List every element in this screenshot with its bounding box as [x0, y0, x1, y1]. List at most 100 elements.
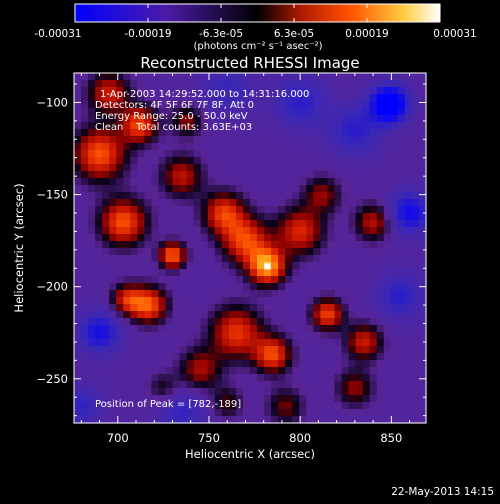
heatmap-cell	[397, 115, 406, 123]
heatmap-cell	[397, 255, 406, 263]
heatmap-cell	[242, 115, 251, 123]
heatmap-cell	[320, 353, 329, 361]
heatmap-cell	[250, 143, 258, 151]
heatmap-cell	[250, 381, 258, 389]
heatmap-cell	[116, 101, 124, 109]
heatmap-cell	[348, 143, 357, 151]
heatmap-cell	[144, 87, 153, 95]
heatmap-cell	[397, 367, 406, 375]
heatmap-cell	[418, 94, 427, 102]
heatmap-cell	[397, 220, 406, 228]
heatmap-cell	[327, 311, 336, 319]
heatmap-cell	[397, 227, 406, 235]
heatmap-cell	[334, 87, 343, 95]
heatmap-cell	[200, 248, 209, 256]
heatmap-cell	[144, 269, 153, 277]
heatmap-cell	[299, 199, 307, 207]
heatmap-cell	[116, 374, 124, 382]
peak-marker	[264, 263, 271, 270]
heatmap-cell	[376, 136, 385, 144]
heatmap-cell	[271, 213, 279, 221]
heatmap-cell	[299, 122, 307, 130]
heatmap-cell	[235, 290, 244, 298]
heatmap-cell	[116, 269, 124, 277]
heatmap-cell	[355, 304, 364, 312]
heatmap-cell	[207, 276, 216, 284]
heatmap-cell	[404, 409, 413, 417]
heatmap-cell	[411, 115, 420, 123]
heatmap-cell	[397, 87, 406, 95]
heatmap-cell	[285, 87, 293, 95]
heatmap-cell	[411, 80, 420, 88]
heatmap-cell	[144, 283, 153, 291]
heatmap-cell	[334, 213, 343, 221]
heatmap-cell	[404, 199, 413, 207]
heatmap-cell	[123, 136, 131, 144]
heatmap-cell	[257, 304, 265, 312]
heatmap-cell	[214, 339, 223, 347]
heatmap-cell	[341, 206, 350, 214]
heatmap-cell	[404, 311, 413, 319]
heatmap-cell	[404, 416, 413, 424]
heatmap-cell	[130, 318, 138, 326]
heatmap-cell	[81, 276, 89, 284]
heatmap-cell	[88, 318, 96, 326]
heatmap-cell	[369, 220, 378, 228]
heatmap-cell	[235, 318, 244, 326]
heatmap-cell	[306, 388, 314, 396]
heatmap-cell	[130, 199, 138, 207]
heatmap-cell	[102, 332, 110, 340]
heatmap-cell	[411, 108, 420, 116]
heatmap-cell	[102, 269, 110, 277]
heatmap-cell	[418, 115, 427, 123]
heatmap-cell	[207, 269, 216, 277]
heatmap-cell	[313, 339, 321, 347]
heatmap-cell	[193, 178, 202, 186]
heatmap-cell	[334, 297, 343, 305]
heatmap-cell	[221, 241, 230, 249]
heatmap-cell	[200, 185, 209, 193]
heatmap-cell	[172, 304, 181, 312]
heatmap-cell	[193, 73, 202, 81]
heatmap-cell	[151, 94, 160, 102]
heatmap-cell	[376, 122, 385, 130]
heatmap-cell	[292, 409, 300, 417]
heatmap-cell	[214, 178, 223, 186]
heatmap-cell	[278, 101, 286, 109]
heatmap-cell	[130, 276, 138, 284]
heatmap-cell	[292, 346, 300, 354]
heatmap-cell	[214, 227, 223, 235]
heatmap-cell	[186, 73, 195, 81]
heatmap-cell	[95, 206, 103, 214]
heatmap-cell	[235, 332, 244, 340]
heatmap-cell	[355, 157, 364, 165]
heatmap-cell	[151, 199, 160, 207]
heatmap-cell	[411, 304, 420, 312]
heatmap-cell	[397, 325, 406, 333]
heatmap-cell	[102, 213, 110, 221]
heatmap-cell	[179, 115, 188, 123]
heatmap-cell	[285, 304, 293, 312]
heatmap-cell	[74, 304, 82, 312]
heatmap-cell	[313, 388, 321, 396]
heatmap-cell	[207, 199, 216, 207]
heatmap-cell	[313, 283, 321, 291]
heatmap-cell	[95, 171, 103, 179]
heatmap-cell	[278, 325, 286, 333]
heatmap-cell	[362, 227, 371, 235]
heatmap-cell	[116, 192, 124, 200]
heatmap-cell	[278, 178, 286, 186]
heatmap-cell	[172, 115, 181, 123]
heatmap-cell	[271, 143, 279, 151]
heatmap-cell	[165, 143, 174, 151]
heatmap-cell	[313, 234, 321, 242]
heatmap-cell	[292, 115, 300, 123]
heatmap-cell	[165, 185, 174, 193]
heatmap-cell	[179, 325, 188, 333]
heatmap-cell	[221, 276, 230, 284]
heatmap-cell	[390, 122, 399, 130]
heatmap-cell	[376, 381, 385, 389]
heatmap-cell	[228, 297, 237, 305]
heatmap-cell	[334, 248, 343, 256]
heatmap-cell	[341, 255, 350, 263]
